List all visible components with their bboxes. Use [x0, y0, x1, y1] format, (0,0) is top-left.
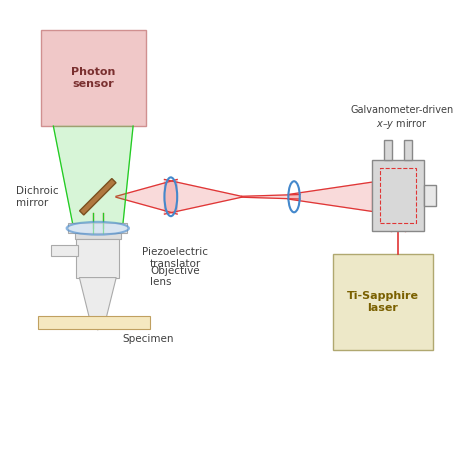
Polygon shape	[90, 319, 106, 330]
Bar	[384, 140, 392, 160]
Bar	[372, 160, 424, 231]
Polygon shape	[91, 316, 105, 319]
Text: Objective
lens: Objective lens	[150, 266, 200, 287]
Bar	[76, 239, 119, 278]
Text: Photon
sensor: Photon sensor	[71, 67, 115, 89]
Bar	[403, 140, 412, 160]
Polygon shape	[164, 179, 242, 214]
Bar	[333, 254, 433, 350]
Polygon shape	[54, 126, 133, 223]
Text: Galvanometer-driven
$x$–$y$ mirror: Galvanometer-driven $x$–$y$ mirror	[351, 104, 454, 131]
Text: Piezoelectric
translator: Piezoelectric translator	[142, 247, 209, 268]
Bar	[68, 223, 128, 233]
Text: Specimen: Specimen	[122, 334, 174, 344]
Bar	[38, 316, 150, 329]
Polygon shape	[116, 179, 177, 214]
Bar	[41, 30, 146, 126]
Text: Ti-Sapphire
laser: Ti-Sapphire laser	[347, 291, 419, 313]
Bar	[75, 233, 120, 239]
Bar	[424, 185, 436, 206]
Bar	[51, 245, 78, 256]
Polygon shape	[79, 278, 116, 319]
Polygon shape	[80, 178, 116, 215]
Text: Dichroic
mirror: Dichroic mirror	[16, 186, 58, 207]
Polygon shape	[288, 182, 372, 212]
Polygon shape	[242, 195, 300, 199]
Ellipse shape	[67, 222, 129, 235]
Polygon shape	[93, 239, 103, 319]
Bar	[380, 169, 416, 223]
